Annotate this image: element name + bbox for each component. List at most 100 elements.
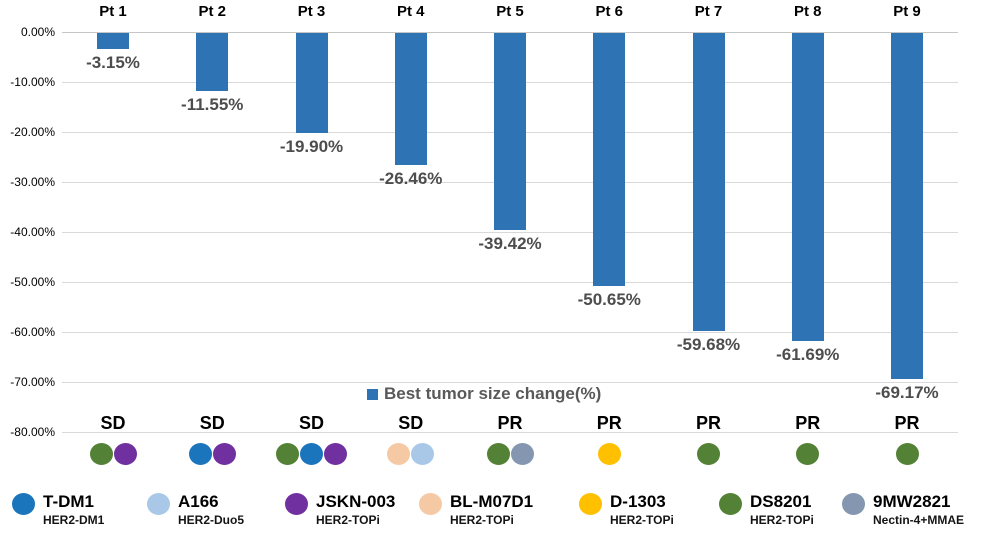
- drug-name: JSKN-003: [316, 492, 396, 511]
- response-label: PR: [695, 413, 721, 433]
- drug-legend-text: D-1303 HER2-TOPi: [610, 493, 674, 527]
- response-label: SD: [398, 413, 424, 433]
- patient-drug-dots: [461, 443, 560, 465]
- bar-value-label: -61.69%: [776, 345, 840, 365]
- bar-value-label: -3.15%: [86, 52, 140, 72]
- patient-label: Pt 8: [793, 3, 822, 20]
- response-label: SD: [199, 413, 225, 433]
- drug-legend-entry: DS8201 HER2-TOPi: [719, 493, 814, 527]
- tumor-change-bar: [791, 33, 824, 342]
- y-axis-tick-label: -70.00%: [10, 375, 55, 389]
- response-label: PR: [596, 413, 622, 433]
- drug-legend-entry: A166 HER2-Duo5: [147, 493, 244, 527]
- drug-mechanism: HER2-Duo5: [178, 513, 245, 527]
- tumor-change-bar: [295, 33, 328, 133]
- gridline: [62, 432, 958, 433]
- drug-legend-dot-icon: [419, 493, 442, 515]
- patient-drug-dots: [758, 443, 857, 465]
- tumor-change-bar: [692, 33, 725, 332]
- response-label: SD: [100, 413, 126, 433]
- gridline: [62, 382, 958, 383]
- drug-legend-dot-icon: [719, 493, 742, 515]
- drug-dot-a166: [411, 443, 435, 465]
- drug-name: BL-M07D1: [450, 492, 534, 511]
- drug-dot-jskn-003: [324, 443, 347, 465]
- series-legend-label: Best tumor size change(%): [384, 384, 602, 403]
- drug-mechanism: HER2-TOPi: [450, 513, 514, 527]
- gridline: [62, 232, 958, 233]
- drug-name: T-DM1: [43, 492, 94, 511]
- y-axis-tick-label: -30.00%: [10, 175, 55, 189]
- tumor-change-bar: [593, 33, 626, 287]
- drug-dot-t-dm1: [300, 443, 323, 465]
- drug-dot-bl-m07d1: [387, 443, 411, 465]
- patient-label: Pt 3: [297, 3, 326, 20]
- tumor-change-bar: [196, 33, 229, 91]
- y-axis-tick-label: -10.00%: [10, 75, 55, 89]
- y-axis-tick-label: 0.00%: [20, 25, 55, 39]
- response-label: PR: [497, 413, 523, 433]
- drug-name: D-1303: [610, 492, 666, 511]
- drug-mechanism: HER2-TOPi: [750, 513, 814, 527]
- patient-label: Pt 5: [496, 3, 524, 20]
- drug-legend-entry: BL-M07D1 HER2-TOPi: [419, 493, 533, 527]
- bar-value-label: -19.90%: [279, 136, 344, 156]
- drug-legend-text: T-DM1 HER2-DM1: [43, 493, 104, 527]
- response-label: SD: [298, 413, 324, 433]
- drug-dot-ds8201: [895, 443, 919, 465]
- drug-legend-text: 9MW2821 Nectin-4+MMAE: [873, 493, 964, 527]
- drug-legend-entry: T-DM1 HER2-DM1: [12, 493, 104, 527]
- drug-mechanism: Nectin-4+MMAE: [873, 513, 965, 527]
- drug-legend-text: BL-M07D1 HER2-TOPi: [450, 493, 533, 527]
- patient-label: Pt 4: [396, 3, 425, 20]
- tumor-change-bar: [891, 33, 923, 379]
- drug-name: A166: [178, 492, 219, 511]
- tumor-change-bar: [394, 33, 427, 166]
- response-label: PR: [894, 413, 920, 433]
- bar-value-label: -69.17%: [875, 382, 939, 402]
- patient-drug-dots: [64, 443, 163, 465]
- drug-name: DS8201: [750, 492, 812, 511]
- drug-legend-dot-icon: [285, 493, 308, 515]
- drug-dot-9mw2821: [510, 443, 534, 465]
- drug-dot-ds8201: [276, 443, 299, 465]
- drug-dot-ds8201: [697, 443, 720, 465]
- gridline: [62, 282, 958, 283]
- y-axis-tick-label: -50.00%: [10, 275, 55, 289]
- patient-label: Pt 7: [694, 3, 723, 20]
- drug-dot-ds8201: [796, 443, 820, 465]
- drug-legend-entry: JSKN-003 HER2-TOPi: [285, 493, 395, 527]
- drug-dot-d-1303: [597, 443, 621, 465]
- drug-mechanism: HER2-TOPi: [316, 513, 380, 527]
- y-axis-tick-label: -20.00%: [10, 125, 55, 139]
- gridline: [62, 32, 958, 33]
- y-axis-tick-label: -60.00%: [10, 325, 55, 339]
- drug-legend-text: DS8201 HER2-TOPi: [750, 493, 814, 527]
- patient-label: Pt 6: [595, 3, 623, 20]
- gridline: [62, 332, 958, 333]
- y-axis-tick-label: -80.00%: [10, 425, 55, 439]
- bar-value-label: -26.46%: [379, 169, 443, 189]
- drug-legend-dot-icon: [842, 493, 865, 515]
- patient-drug-dots: [659, 443, 758, 465]
- bar-value-label: -59.68%: [676, 335, 741, 355]
- patient-drug-dots: [262, 443, 361, 465]
- patient-drug-dots: [560, 443, 659, 465]
- series-legend: Best tumor size change(%): [367, 384, 602, 403]
- drug-dot-ds8201: [486, 443, 510, 465]
- tumor-change-bar: [97, 33, 129, 49]
- drug-dot-jskn-003: [113, 443, 137, 465]
- drug-legend-text: JSKN-003 HER2-TOPi: [316, 493, 395, 527]
- drug-legend-entry: D-1303 HER2-TOPi: [579, 493, 674, 527]
- drug-legend-dot-icon: [579, 493, 602, 515]
- patient-drug-dots: [163, 443, 262, 465]
- tumor-change-bar: [494, 33, 526, 231]
- drug-name: 9MW2821: [873, 492, 951, 511]
- drug-legend-dot-icon: [12, 493, 35, 515]
- patient-label: Pt 2: [198, 3, 226, 20]
- patient-drug-dots: [858, 443, 957, 465]
- drug-mechanism: HER2-DM1: [43, 513, 105, 527]
- y-axis-tick-label: -40.00%: [10, 225, 55, 239]
- bar-value-label: -50.65%: [577, 290, 641, 310]
